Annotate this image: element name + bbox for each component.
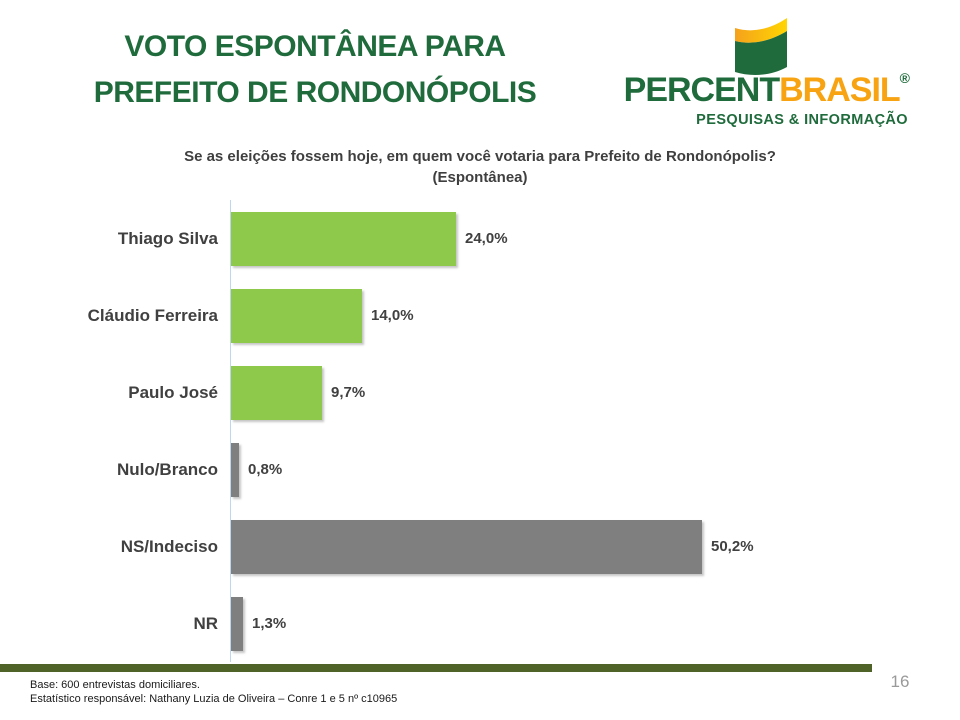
chart-question: Se as eleições fossem hoje, em quem você… [0, 146, 960, 188]
footer-statistician-line: Estatístico responsável: Nathany Luzia d… [30, 693, 398, 705]
value-label: 24,0% [465, 230, 508, 247]
category-label: NS/Indeciso [120, 536, 218, 556]
category-label: Paulo José [128, 382, 218, 402]
bar [231, 596, 243, 651]
chart-question-line-2: (Espontânea) [432, 169, 528, 186]
bar [231, 519, 702, 574]
value-label: 14,0% [371, 307, 414, 324]
value-label: 9,7% [331, 384, 366, 401]
brand-percent: PERCENT [623, 71, 780, 109]
category-label: Nulo/Branco [116, 459, 218, 479]
registered-trademark-icon: ® [899, 70, 910, 86]
footer-notes: Base: 600 entrevistas domiciliares. Esta… [30, 678, 397, 706]
category-label: Cláudio Ferreira [87, 305, 218, 325]
percentbrasil-logo: PERCENTBRASIL® PESQUISAS & INFORMAÇÃO [620, 12, 910, 137]
plot-cell: 0,8% [230, 431, 820, 508]
bar-chart: Thiago Silva 24,0% Cláudio Ferreira 14,0% Pa… [0, 200, 820, 662]
chart-row: Cláudio Ferreira 14,0% [0, 277, 820, 354]
chart-row: Thiago Silva 24,0% [0, 200, 820, 277]
plot-cell: 14,0% [230, 277, 820, 354]
page-title: VOTO ESPONTÂNEA PARA PREFEITO DE RONDONÓ… [55, 24, 575, 116]
chart-row: Nulo/Branco 0,8% [0, 431, 820, 508]
page-number: 16 [890, 672, 910, 691]
plot-cell: 50,2% [230, 508, 820, 585]
title-line-1: VOTO ESPONTÂNEA PARA [124, 30, 506, 63]
value-label: 0,8% [248, 461, 283, 478]
bottom-divider [0, 664, 872, 672]
bar [231, 365, 322, 420]
bar [231, 211, 456, 266]
plot-cell: 1,3% [230, 585, 820, 662]
chart-row: NS/Indeciso 50,2% [0, 508, 820, 585]
bar [231, 442, 239, 497]
flag-icon [735, 18, 787, 75]
footer-base-line: Base: 600 entrevistas domiciliares. [30, 679, 200, 691]
plot-cell: 9,7% [230, 354, 820, 431]
value-label: 50,2% [711, 538, 754, 555]
bar [231, 288, 362, 343]
brand-brasil: BRASIL [779, 71, 901, 109]
chart-row: Paulo José 9,7% [0, 354, 820, 431]
value-label: 1,3% [252, 615, 287, 632]
brand-wordmark: PERCENTBRASIL® [620, 70, 910, 110]
category-label: NR [193, 613, 218, 633]
title-line-2: PREFEITO DE RONDONÓPOLIS [93, 76, 537, 109]
plot-cell: 24,0% [230, 200, 820, 277]
chart-question-line-1: Se as eleições fossem hoje, em quem você… [184, 148, 776, 165]
chart-row: NR 1,3% [0, 585, 820, 662]
category-label: Thiago Silva [117, 228, 218, 248]
brand-tagline: PESQUISAS & INFORMAÇÃO [696, 112, 908, 128]
